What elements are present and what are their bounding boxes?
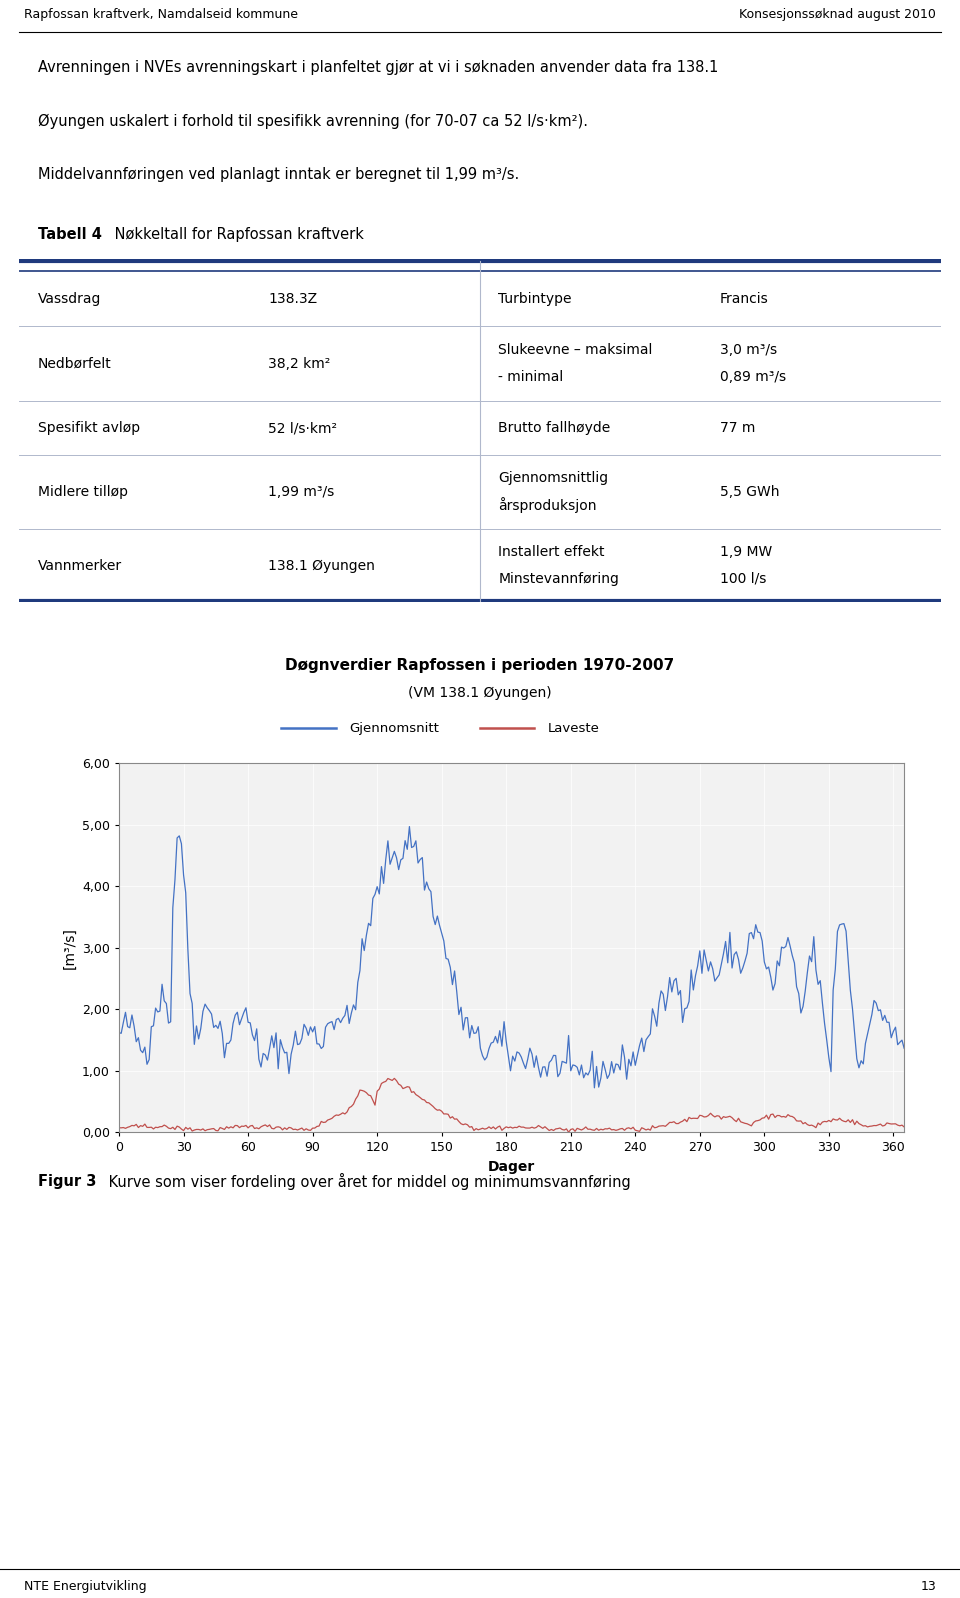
Text: 0,89 m³/s: 0,89 m³/s [720,371,785,384]
Text: Turbintype: Turbintype [498,292,572,307]
Text: Middelvannføringen ved planlagt inntak er beregnet til 1,99 m³/s.: Middelvannføringen ved planlagt inntak e… [38,168,519,182]
Text: Øyungen uskalert i forhold til spesifikk avrenning (for 70-07 ca 52 l/s·km²).: Øyungen uskalert i forhold til spesifikk… [38,113,588,129]
Text: 1,99 m³/s: 1,99 m³/s [268,484,334,499]
Text: 138.3Z: 138.3Z [268,292,317,307]
Text: Gjennomsnittlig: Gjennomsnittlig [498,471,609,486]
Text: - minimal: - minimal [498,371,564,384]
Text: 77 m: 77 m [720,422,755,435]
Y-axis label: [m³/s]: [m³/s] [62,927,77,968]
Text: NTE Energiutvikling: NTE Energiutvikling [24,1580,147,1593]
Text: 13: 13 [921,1580,936,1593]
X-axis label: Dager: Dager [488,1160,536,1175]
Text: Francis: Francis [720,292,768,307]
Text: Laveste: Laveste [547,722,600,735]
Text: Spesifikt avløp: Spesifikt avløp [37,422,140,435]
Text: Døgnverdier Rapfossen i perioden 1970-2007: Døgnverdier Rapfossen i perioden 1970-20… [285,658,675,673]
Text: (VM 138.1 Øyungen): (VM 138.1 Øyungen) [408,687,552,700]
Text: 1,9 MW: 1,9 MW [720,545,772,559]
Text: 52 l/s·km²: 52 l/s·km² [268,422,337,435]
Text: Midlere tilløp: Midlere tilløp [37,484,128,499]
Text: 38,2 km²: 38,2 km² [268,356,330,371]
Text: Slukeevne – maksimal: Slukeevne – maksimal [498,344,653,356]
Text: 100 l/s: 100 l/s [720,572,766,586]
Text: 138.1 Øyungen: 138.1 Øyungen [268,559,375,572]
Text: Figur 3: Figur 3 [38,1175,97,1189]
Text: årsproduksjon: årsproduksjon [498,497,597,513]
Text: Avrenningen i NVEs avrenningskart i planfeltet gjør at vi i søknaden anvender da: Avrenningen i NVEs avrenningskart i plan… [38,59,719,75]
Text: Rapfossan kraftverk, Namdalseid kommune: Rapfossan kraftverk, Namdalseid kommune [24,8,298,21]
Text: Nøkkeltall for Rapfossan kraftverk: Nøkkeltall for Rapfossan kraftverk [110,227,364,243]
Text: Brutto fallhøyde: Brutto fallhøyde [498,422,611,435]
Text: 5,5 GWh: 5,5 GWh [720,484,780,499]
Text: Gjennomsnitt: Gjennomsnitt [349,722,439,735]
Text: Konsesjonssøknad august 2010: Konsesjonssøknad august 2010 [739,8,936,21]
Text: Tabell 4: Tabell 4 [38,227,103,243]
Text: Nedbørfelt: Nedbørfelt [37,356,111,371]
Text: Vannmerker: Vannmerker [37,559,122,572]
Text: Minstevannføring: Minstevannføring [498,572,619,586]
Text: Installert effekt: Installert effekt [498,545,605,559]
Text: Vassdrag: Vassdrag [37,292,101,307]
Text: Kurve som viser fordeling over året for middel og minimumsvannføring: Kurve som viser fordeling over året for … [104,1173,631,1191]
Text: 3,0 m³/s: 3,0 m³/s [720,344,777,356]
